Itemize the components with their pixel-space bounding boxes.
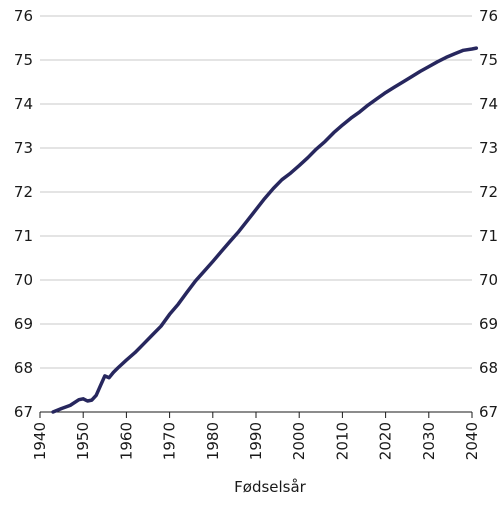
y-tick-label-right: 71 — [479, 227, 498, 245]
y-tick-label-left: 67 — [14, 403, 33, 421]
gridlines — [40, 15, 472, 369]
y-tick-label-left: 72 — [14, 183, 33, 201]
x-tick-label: 2010 — [333, 422, 351, 460]
y-tick-label-right: 69 — [479, 315, 498, 333]
y-tick-label-right: 74 — [479, 95, 498, 113]
x-axis-label: Fødselsår — [234, 478, 307, 496]
y-tick-label-left: 68 — [14, 359, 33, 377]
x-tick-label: 2020 — [377, 422, 395, 460]
x-axis-ticks: 1940 1950 1960 1970 1980 1990 2000 2010 2020 2030… — [31, 412, 481, 460]
y-tick-label-left: 73 — [14, 139, 33, 157]
y-tick-label-left: 74 — [14, 95, 33, 113]
x-tick-label: 1940 — [31, 422, 49, 460]
y-tick-label-left: 71 — [14, 227, 33, 245]
x-tick-label: 1950 — [74, 422, 92, 460]
series-line — [51, 46, 479, 414]
y-tick-label-left: 69 — [14, 315, 33, 333]
x-tick-label: 1980 — [204, 422, 222, 460]
y-axis-right: 67 68 69 70 71 72 73 74 75 76 — [479, 7, 498, 421]
series-layer — [51, 46, 479, 414]
x-tick-label: 2000 — [290, 422, 308, 460]
x-tick-label: 1970 — [161, 422, 179, 460]
y-axis-left: 67 68 69 70 71 72 73 74 75 76 — [14, 7, 33, 421]
y-tick-label-right: 68 — [479, 359, 498, 377]
y-tick-label-right: 75 — [479, 51, 498, 69]
y-tick-label-right: 67 — [479, 403, 498, 421]
y-tick-label-left: 75 — [14, 51, 33, 69]
x-tick-label: 2040 — [463, 422, 481, 460]
x-tick-label: 1990 — [247, 422, 265, 460]
y-tick-label-right: 73 — [479, 139, 498, 157]
y-tick-label-left: 76 — [14, 7, 33, 25]
x-tick-label: 1960 — [117, 422, 135, 460]
x-tick-label: 2030 — [420, 422, 438, 460]
y-tick-label-right: 76 — [479, 7, 498, 25]
y-tick-label-right: 70 — [479, 271, 498, 289]
y-tick-label-left: 70 — [14, 271, 33, 289]
y-tick-label-right: 72 — [479, 183, 498, 201]
